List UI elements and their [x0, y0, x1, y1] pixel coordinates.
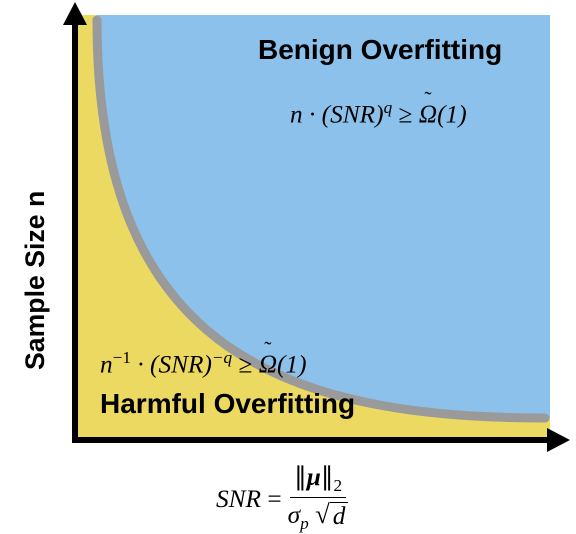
- benign-region-formula: n · (SNR)q ≥ Ω˜(1): [290, 98, 467, 129]
- phase-diagram-svg: [0, 0, 576, 534]
- y-axis-label: Sample Size n: [20, 191, 51, 370]
- harmful-region-formula: n−1 · (SNR)−q ≥ Ω˜(1): [100, 348, 307, 379]
- x-axis-formula: SNR = ∥μ∥2 σp √d: [216, 464, 348, 534]
- figure-container: Sample Size n Benign Overfitting n · (SN…: [0, 0, 576, 534]
- x-axis-arrowhead: [547, 428, 570, 452]
- benign-region-title: Benign Overfitting: [258, 34, 502, 66]
- harmful-region-title: Harmful Overfitting: [100, 388, 355, 420]
- y-axis-arrowhead: [63, 2, 87, 25]
